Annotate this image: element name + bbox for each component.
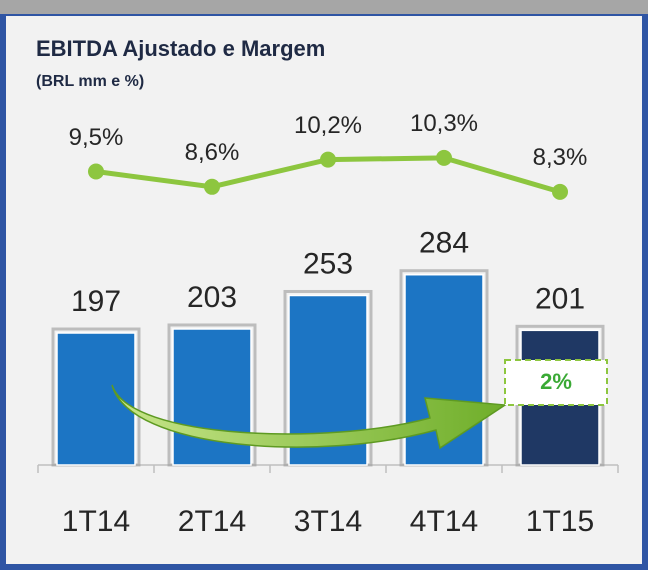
chart-title: EBITDA Ajustado e Margem [36,36,325,61]
annotation: 2% [540,369,572,394]
bar-value-label: 203 [187,281,237,314]
bar [56,332,136,466]
margin-point [320,151,336,168]
margin-point [88,163,104,180]
margin-label: 9,5% [69,124,124,151]
margin-point [436,149,452,166]
margin-point [204,178,220,195]
annotation-box [504,359,608,406]
margin-label: 8,6% [185,139,240,166]
margin-label: 8,3% [533,144,588,171]
x-tick-label: 2T14 [178,505,246,538]
margin-point [552,183,568,200]
margin-label: 10,3% [410,110,478,137]
x-tick-label: 1T14 [62,505,130,538]
x-tick-label: 4T14 [410,505,478,538]
bar-value-label: 197 [71,285,121,318]
x-tick-label: 3T14 [294,505,362,538]
bar-value-label: 201 [535,282,585,315]
top-bar [0,0,648,14]
chart-subtitle: (BRL mm e %) [36,73,144,90]
bar-value-label: 253 [303,247,353,280]
x-tick-label: 1T15 [526,505,594,538]
margin-label: 10,2% [294,112,362,139]
bar-value-label: 284 [419,227,469,260]
